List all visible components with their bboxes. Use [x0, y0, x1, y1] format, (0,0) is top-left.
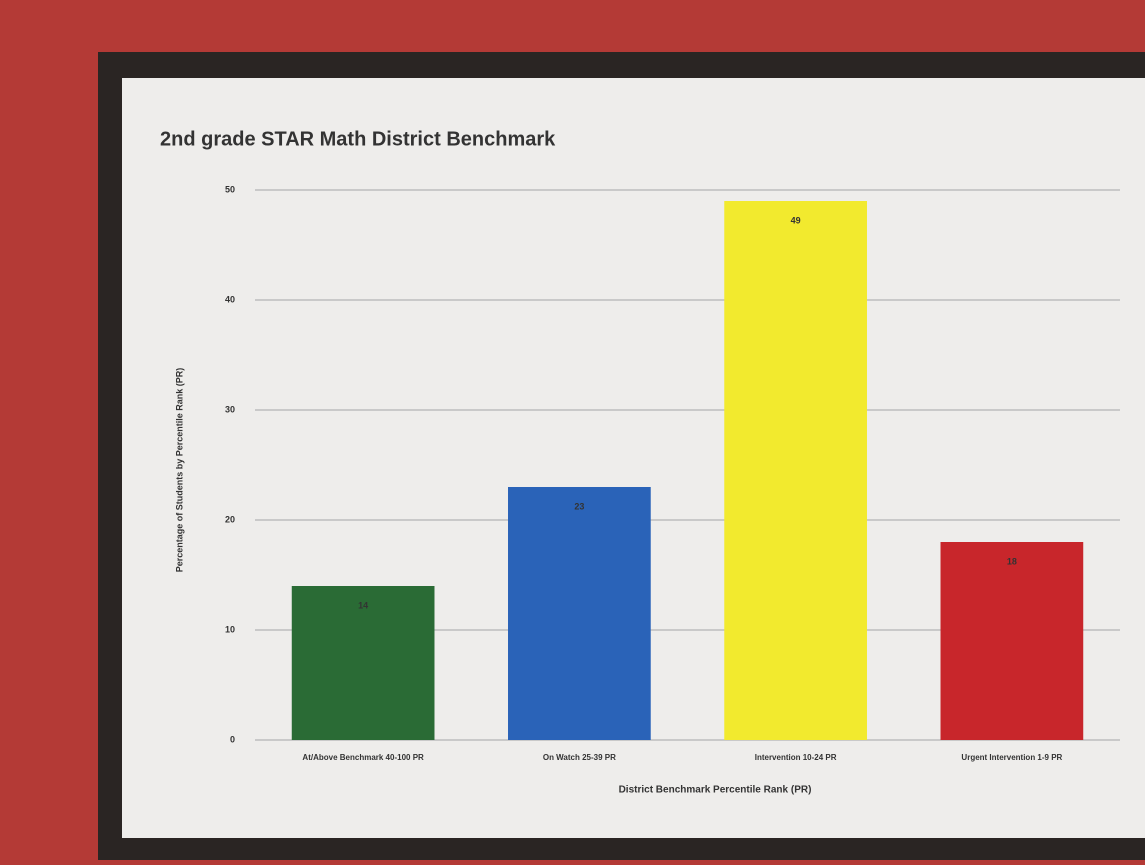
bar	[941, 542, 1084, 740]
data-label: 18	[1007, 556, 1017, 566]
bar	[508, 487, 651, 740]
y-tick-label: 10	[225, 624, 235, 634]
x-tick-label: Intervention 10-24 PR	[755, 753, 837, 762]
data-label: 49	[791, 215, 801, 225]
y-tick-label: 20	[225, 514, 235, 524]
y-tick-label: 30	[225, 404, 235, 414]
x-tick-label: On Watch 25-39 PR	[543, 753, 616, 762]
chart-title: 2nd grade STAR Math District Benchmark	[160, 128, 556, 150]
y-tick-label: 40	[225, 294, 235, 304]
y-axis-label: Percentage of Students by Percentile Ran…	[174, 368, 184, 573]
x-axis-label: District Benchmark Percentile Rank (PR)	[619, 785, 812, 796]
data-label: 14	[358, 600, 368, 610]
data-label: 23	[574, 501, 584, 511]
x-tick-label: Urgent Intervention 1-9 PR	[961, 753, 1062, 762]
photo: 2nd grade STAR Math District Benchmark P…	[0, 0, 1145, 860]
bar	[724, 201, 867, 740]
y-tick-label: 50	[225, 184, 235, 194]
y-tick-label: 0	[230, 734, 235, 744]
x-tick-label: At/Above Benchmark 40-100 PR	[302, 753, 424, 762]
